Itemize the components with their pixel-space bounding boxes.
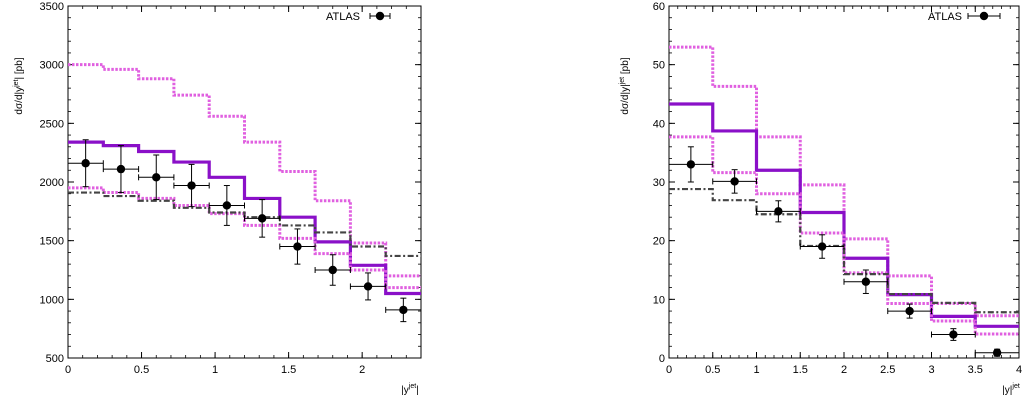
data-point bbox=[756, 200, 801, 223]
data-point bbox=[799, 234, 845, 259]
left-chart-panel: 0 0.5 1 1.5 2500100015002000250030003500ATLA… bbox=[13, 1, 422, 396]
data-marker bbox=[152, 173, 161, 182]
y-axis-title-end: | [pb] bbox=[14, 57, 25, 79]
series-dark-dashdot bbox=[68, 191, 421, 258]
y-tick-label: 30 bbox=[653, 177, 665, 189]
x-tick-label: 1.5 bbox=[281, 364, 296, 376]
right-chart-panel: 0 0.5 1 1.5 2 2.5 3 3.5 40102030405060ATLASdσ/d|… bbox=[619, 1, 1022, 396]
x-axis-title: |yjet| bbox=[401, 383, 419, 396]
data-point bbox=[279, 228, 316, 265]
legend-label: ATLAS bbox=[326, 11, 360, 23]
x-tick-label: 2 bbox=[841, 364, 847, 376]
series-purple-solid bbox=[68, 140, 421, 296]
legend: ATLAS bbox=[326, 11, 391, 23]
y-axis-title-sup: jet bbox=[619, 77, 626, 85]
y-tick-label: 0 bbox=[659, 353, 665, 365]
y-tick-label: 1000 bbox=[40, 294, 64, 306]
y-tick-label: 3000 bbox=[40, 60, 64, 72]
x-axis-title-sup: jet bbox=[1011, 383, 1019, 390]
x-tick-label: 2 bbox=[359, 364, 365, 376]
legend-marker bbox=[375, 11, 385, 21]
data-marker bbox=[222, 201, 232, 210]
x-tick-label: 1 bbox=[212, 364, 218, 376]
y-tick-label: 50 bbox=[653, 60, 665, 72]
y-tick-label: 1500 bbox=[40, 236, 64, 248]
data-marker bbox=[116, 164, 126, 174]
x-tick-label: 0.5 bbox=[134, 364, 149, 376]
x-tick-label: 0.5 bbox=[705, 364, 720, 376]
x-tick-label: 1.5 bbox=[793, 364, 808, 376]
data-marker bbox=[293, 242, 302, 251]
y-tick-label: 2000 bbox=[40, 177, 64, 189]
y-tick-label: 10 bbox=[653, 294, 665, 306]
y-tick-label: 40 bbox=[653, 118, 665, 130]
x-axis-title: |y|jet bbox=[1002, 383, 1020, 396]
plot-area bbox=[669, 45, 1019, 357]
data-point bbox=[349, 272, 387, 301]
data-marker bbox=[817, 242, 827, 251]
x-tick-label: 0 bbox=[666, 364, 672, 376]
data-marker bbox=[905, 306, 914, 316]
y-axis-title-end: [pb] bbox=[620, 57, 631, 77]
x-axis-title-sup: jet bbox=[408, 383, 416, 390]
y-axis-title-sup: jet bbox=[13, 79, 20, 87]
x-tick-label: 1 bbox=[753, 364, 759, 376]
data-point bbox=[669, 146, 714, 183]
y-tick-label: 2500 bbox=[40, 118, 64, 130]
series-magenta-dotted-upper bbox=[669, 45, 1019, 318]
y-tick-label: 3500 bbox=[40, 1, 64, 13]
data-point bbox=[843, 269, 889, 294]
plot-area bbox=[68, 63, 421, 323]
y-tick-label: 20 bbox=[653, 236, 665, 248]
plot-frame bbox=[668, 5, 1020, 359]
data-marker bbox=[730, 177, 739, 186]
x-tick-label: 2.5 bbox=[880, 364, 895, 376]
data-point bbox=[887, 303, 932, 319]
data-marker bbox=[257, 214, 267, 223]
data-point bbox=[138, 154, 175, 201]
data-point bbox=[244, 199, 281, 238]
y-axis-title: dσ/d|y|jet [pb] bbox=[619, 57, 631, 114]
y-tick-label: 60 bbox=[653, 1, 665, 13]
y-axis-title-main: dσ/d|y| bbox=[620, 84, 631, 114]
data-marker bbox=[363, 282, 373, 291]
data-point bbox=[931, 328, 976, 341]
data-marker bbox=[399, 305, 408, 315]
data-point bbox=[68, 139, 104, 188]
x-tick-label: 3 bbox=[928, 364, 934, 376]
data-marker bbox=[861, 277, 871, 286]
data-marker bbox=[774, 207, 783, 216]
x-tick-label: 0 bbox=[65, 364, 71, 376]
x-tick-label: 4 bbox=[1016, 364, 1022, 376]
x-tick-label: 3.5 bbox=[968, 364, 983, 376]
legend: ATLAS bbox=[928, 11, 1001, 23]
y-axis-title-main: dσ/d|y bbox=[14, 87, 25, 115]
data-point bbox=[712, 169, 757, 194]
legend-marker bbox=[979, 11, 989, 21]
data-marker bbox=[81, 159, 90, 168]
y-axis-title: dσ/d|yjet| [pb] bbox=[13, 57, 25, 114]
data-point bbox=[102, 145, 140, 194]
data-marker bbox=[686, 160, 696, 169]
data-marker bbox=[992, 348, 1002, 357]
series-purple-solid bbox=[669, 102, 1019, 328]
data-point bbox=[385, 297, 421, 323]
x-axis-title-main: |y bbox=[401, 385, 409, 396]
series-dark-dashdot bbox=[669, 187, 1019, 314]
data-point bbox=[974, 348, 1019, 357]
x-axis-title-main: |y| bbox=[1002, 385, 1012, 396]
data-marker bbox=[949, 330, 958, 339]
data-point bbox=[208, 185, 245, 226]
data-point bbox=[173, 163, 210, 208]
data-marker bbox=[328, 265, 337, 275]
x-axis-title-end: | bbox=[416, 385, 419, 396]
y-tick-label: 500 bbox=[46, 353, 64, 365]
data-point bbox=[314, 254, 351, 286]
data-marker bbox=[187, 181, 196, 190]
legend-label: ATLAS bbox=[928, 11, 962, 23]
